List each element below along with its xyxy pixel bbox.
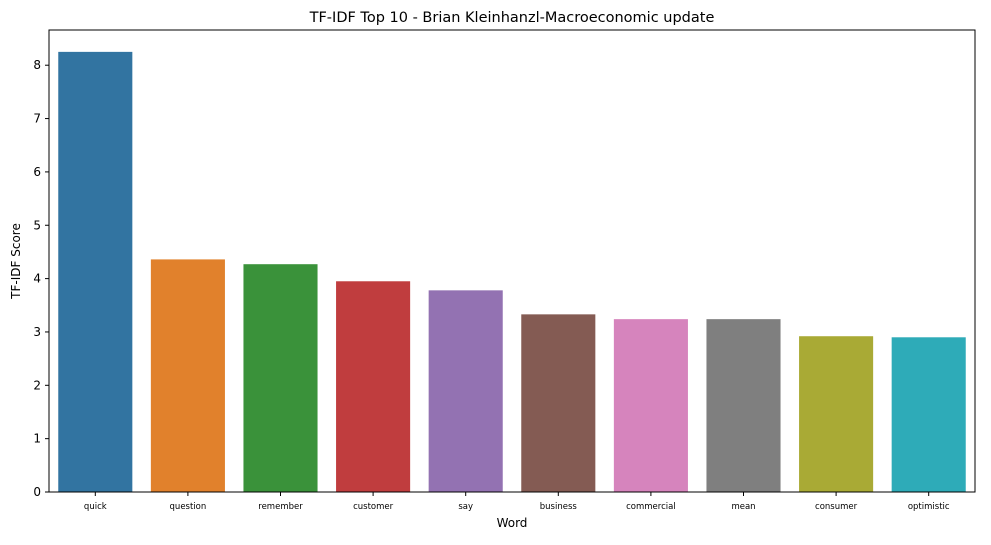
- y-tick-label: 2: [33, 378, 41, 392]
- x-tick-label: quick: [84, 502, 107, 512]
- bar-quick: [58, 51, 133, 492]
- bar-question: [150, 259, 225, 492]
- x-tick-label: optimistic: [908, 502, 950, 512]
- plot-frame: [48, 29, 976, 493]
- x-tick-label: commercial: [626, 502, 676, 512]
- x-tick-label: consumer: [815, 502, 858, 512]
- chart-title: TF-IDF Top 10 - Brian Kleinhanzl-Macroec…: [309, 10, 715, 26]
- y-tick-label: 5: [33, 218, 41, 232]
- y-axis-label: TF-IDF Score: [9, 223, 23, 300]
- x-axis-label: Word: [497, 516, 528, 530]
- x-tick-label: customer: [353, 502, 394, 512]
- y-tick-label: 8: [33, 58, 41, 72]
- x-tick-label: remember: [258, 502, 303, 512]
- y-tick-label: 1: [33, 432, 41, 446]
- y-tick-label: 0: [33, 485, 41, 499]
- x-tick-label: say: [458, 502, 473, 512]
- y-tick-label: 4: [33, 272, 41, 286]
- x-tick-label: mean: [731, 502, 755, 512]
- bar-customer: [336, 281, 411, 492]
- plot-area: [58, 51, 966, 492]
- bar-commercial: [613, 319, 688, 492]
- bar-optimistic: [891, 337, 966, 492]
- bar-consumer: [799, 336, 874, 492]
- y-tick-label: 3: [33, 325, 41, 339]
- y-tick-label: 6: [33, 165, 41, 179]
- x-axis: quick question remember customer say business…: [84, 492, 950, 512]
- x-tick-label: business: [540, 502, 578, 512]
- y-tick-label: 7: [33, 112, 41, 126]
- bar-business: [521, 314, 596, 492]
- x-tick-label: question: [170, 502, 207, 512]
- bar-remember: [243, 264, 318, 492]
- bar-mean: [706, 319, 781, 492]
- bar-say: [428, 290, 503, 492]
- y-axis: 0 1 2 3 4 5 6 7 8: [33, 58, 49, 499]
